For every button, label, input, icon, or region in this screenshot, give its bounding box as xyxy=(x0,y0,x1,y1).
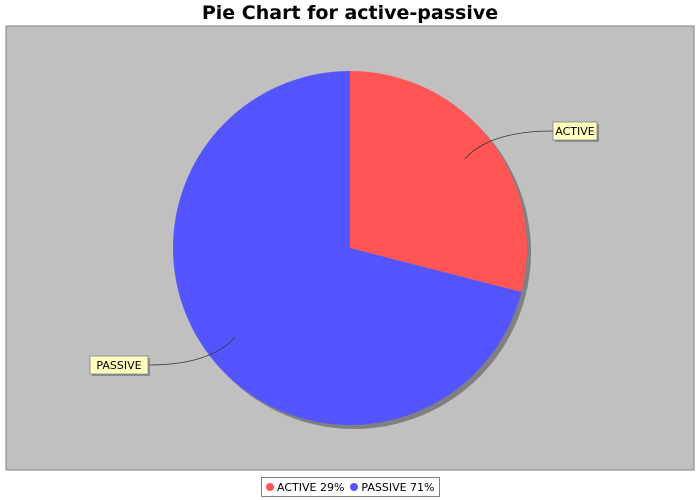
chart-title: Pie Chart for active-passive xyxy=(201,2,499,24)
legend: ACTIVE 29% PASSIVE 71% xyxy=(261,477,440,497)
slice-label-box-passive xyxy=(89,355,149,375)
legend-swatch-active xyxy=(266,483,274,491)
leader-line-passive xyxy=(147,336,236,366)
legend-label-active: ACTIVE 29% xyxy=(277,480,345,494)
legend-label-passive: PASSIVE 71% xyxy=(361,480,435,494)
legend-swatch-passive xyxy=(350,483,359,491)
slice-label-active: ACTIVE xyxy=(555,125,595,138)
slice-label-box-active xyxy=(552,121,598,141)
legend-item-passive: PASSIVE 71% xyxy=(350,480,435,494)
pie-slice-passive xyxy=(172,71,522,425)
pie-slice-active xyxy=(350,71,527,293)
leader-line-active xyxy=(464,130,554,160)
legend-item-active: ACTIVE 29% xyxy=(266,481,344,494)
slice-label-passive: PASSIVE xyxy=(96,359,141,372)
